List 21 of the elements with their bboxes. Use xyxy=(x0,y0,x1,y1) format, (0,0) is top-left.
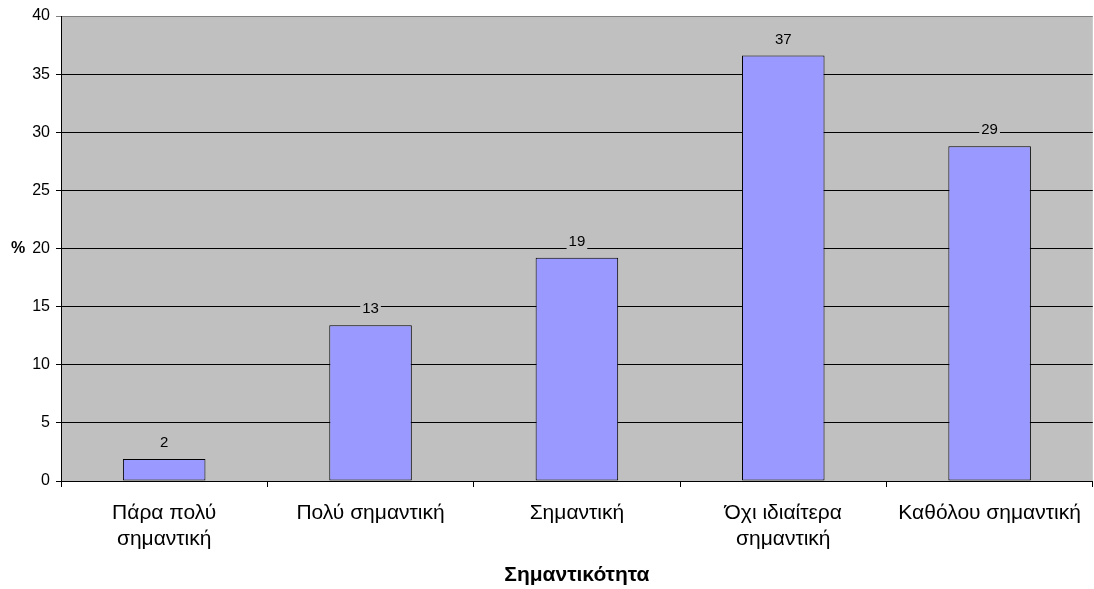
data-label: 19 xyxy=(568,231,586,249)
y-tick-label: 20 xyxy=(32,238,51,256)
y-tick-label: 15 xyxy=(32,297,51,315)
y-tick-label: 25 xyxy=(32,180,51,198)
y-tick-label: 10 xyxy=(32,355,51,373)
x-tick-label: Πάρα πολύ σημαντική xyxy=(112,499,217,550)
x-tick-label: Σημαντική xyxy=(529,499,625,523)
data-label: 37 xyxy=(774,29,792,47)
x-tick-label: Όχι ιδιαίτερα σημαντική xyxy=(723,499,842,550)
y-tick-label: 40 xyxy=(32,6,51,24)
x-tick-label: Καθόλου σημαντική xyxy=(898,499,1081,523)
x-tick-label: Πολύ σημαντική xyxy=(296,499,445,523)
y-tick-label: 35 xyxy=(32,64,51,82)
y-axis-title: % xyxy=(10,238,26,256)
data-label: 29 xyxy=(981,120,998,138)
data-label: 2 xyxy=(160,433,169,451)
y-tick-label: 5 xyxy=(41,413,51,431)
y-tick-label: 0 xyxy=(41,471,51,489)
y-tick-label: 30 xyxy=(32,122,51,140)
data-label: 13 xyxy=(362,299,379,317)
x-axis-title: Σημαντικότητα xyxy=(504,561,650,585)
